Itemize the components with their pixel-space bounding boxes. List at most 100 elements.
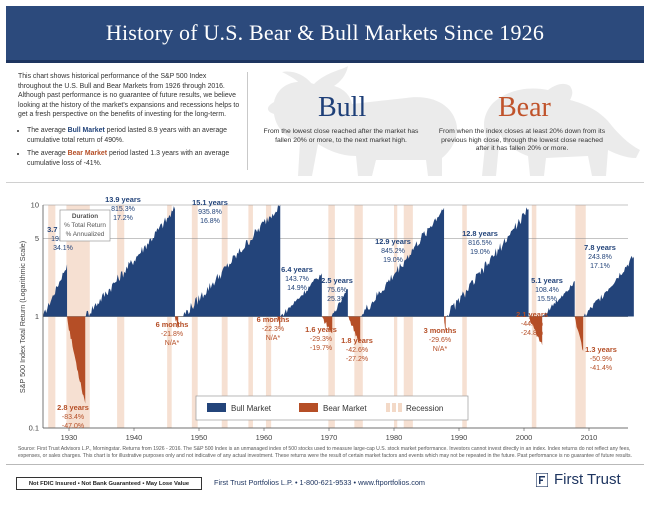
bull-market-area bbox=[445, 207, 529, 317]
bull-total-label: 815.3% bbox=[111, 206, 135, 213]
bear-market-area bbox=[174, 316, 179, 329]
bear-duration-label: 3 months bbox=[424, 326, 457, 335]
bull-annual-label: 19.0% bbox=[383, 257, 403, 264]
bear-stat-term: Bear Market bbox=[67, 150, 108, 158]
bear-total-label: -22.3% bbox=[262, 326, 284, 333]
x-tick-label: 1940 bbox=[126, 433, 143, 442]
bear-total-label: -29.6% bbox=[429, 337, 451, 344]
bear-duration-label: 6 months bbox=[257, 315, 290, 324]
x-tick-label: 2000 bbox=[516, 433, 533, 442]
bull-market-area bbox=[182, 205, 281, 317]
page-title: History of U.S. Bear & Bull Markets Sinc… bbox=[105, 20, 545, 45]
disclaimer-badge: Not FDIC Insured • Not Bank Guaranteed •… bbox=[16, 477, 202, 490]
bear-annual-label: -47.0% bbox=[62, 423, 84, 430]
period-labels: 3.7 years193.3%34.1%13.9 years815.3%17.2… bbox=[47, 195, 617, 430]
bear-market-area bbox=[528, 316, 543, 346]
bull-annual-label: 19.0% bbox=[470, 249, 490, 256]
market-areas bbox=[43, 205, 634, 404]
legend-recession-label: Recession bbox=[406, 404, 443, 413]
bear-stat-prefix: The average bbox=[27, 150, 68, 158]
bear-annual-label: N/A* bbox=[433, 346, 448, 353]
y-tick-label: 10 bbox=[31, 201, 39, 210]
bull-annual-label: 14.9% bbox=[287, 285, 307, 292]
duration-key-title: Duration bbox=[72, 213, 98, 220]
bear-silhouette-icon bbox=[482, 83, 640, 176]
bull-market-area bbox=[360, 207, 445, 317]
duration-key: Duration % Total Return % Annualized bbox=[59, 209, 111, 242]
bear-market-area bbox=[444, 316, 446, 334]
bull-total-label: 816.5% bbox=[468, 240, 492, 247]
legend-box bbox=[195, 395, 469, 421]
bear-stat: The average Bear Market period lasted 1.… bbox=[27, 149, 240, 168]
x-tick-label: 1930 bbox=[61, 433, 78, 442]
bull-annual-label: 25.3% bbox=[327, 296, 347, 303]
x-tick-label: 1970 bbox=[321, 433, 338, 442]
bear-annual-label: -41.4% bbox=[590, 365, 612, 372]
duration-key-box bbox=[59, 209, 111, 242]
bull-duration-label: 7.8 years bbox=[584, 243, 616, 252]
bull-bear-chart: 0.1 1 5 10 1930 1940 1950 1960 1970 1980 1990 2000 2… bbox=[18, 195, 634, 442]
bear-total-label: -50.9% bbox=[590, 356, 612, 363]
axes: 0.1 1 5 10 1930 1940 1950 1960 1970 1980 1990 2000 2… bbox=[29, 201, 628, 442]
bull-annual-label: 15.5% bbox=[537, 296, 557, 303]
bear-total-label: -42.6% bbox=[346, 347, 368, 354]
bull-duration-label: 12.9 years bbox=[375, 237, 411, 246]
bull-market-area bbox=[280, 273, 322, 317]
bear-market-area bbox=[67, 316, 86, 404]
bull-duration-label: 12.8 years bbox=[462, 229, 498, 238]
bull-definition: From the lowest close reached after the … bbox=[263, 128, 419, 144]
bull-stat-term: Bull Market bbox=[67, 126, 105, 134]
y-tick-label: 0.1 bbox=[29, 424, 39, 433]
bear-duration-label: 2.1 years bbox=[516, 310, 548, 319]
bull-market-area bbox=[542, 281, 575, 317]
bull-duration-label: 6.4 years bbox=[281, 265, 313, 274]
x-tick-label: 2010 bbox=[581, 433, 598, 442]
x-tick-label: 1960 bbox=[256, 433, 273, 442]
y-tick-label: 5 bbox=[35, 234, 39, 243]
legend: Bull Market Bear Market Recession bbox=[195, 395, 469, 421]
bear-duration-label: 1.8 years bbox=[341, 336, 373, 345]
bull-market-area bbox=[43, 264, 68, 317]
bear-heading: Bear bbox=[498, 92, 551, 123]
x-tick-label: 1990 bbox=[451, 433, 468, 442]
bear-annual-label: -27.2% bbox=[346, 356, 368, 363]
footer: Not FDIC Insured • Not Bank Guaranteed •… bbox=[6, 464, 644, 500]
legend-recession-swatch bbox=[386, 403, 402, 412]
bull-duration-label: 13.9 years bbox=[105, 195, 141, 204]
bear-market-area bbox=[321, 316, 333, 334]
legend-bear-swatch bbox=[299, 403, 318, 412]
animal-silhouettes bbox=[267, 66, 640, 176]
y-axis-label: S&P 500 Index Total Return (Logarithmic … bbox=[18, 241, 27, 393]
bull-market-area bbox=[84, 206, 175, 317]
section-divider bbox=[6, 182, 644, 183]
bull-total-label: 935.8% bbox=[198, 209, 222, 216]
bull-total-label: 845.2% bbox=[381, 248, 405, 255]
bull-silhouette-icon bbox=[267, 66, 458, 176]
title-banner: History of U.S. Bear & Bull Markets Sinc… bbox=[6, 6, 644, 63]
bull-duration-label: 5.1 years bbox=[531, 276, 563, 285]
legend-bull-swatch bbox=[207, 403, 226, 412]
source-note: Source: First Trust Advisors L.P., Morni… bbox=[18, 446, 632, 459]
intro-panel: This chart shows historical performance … bbox=[18, 72, 240, 172]
bull-market-area bbox=[331, 289, 348, 317]
bull-annual-label: 17.2% bbox=[113, 215, 133, 222]
bear-duration-label: 1.6 years bbox=[305, 325, 337, 334]
bull-total-label: 243.8% bbox=[588, 254, 612, 261]
bear-stat-suffix: period lasted 1.3 years with an average … bbox=[27, 150, 230, 167]
bear-duration-label: 2.8 years bbox=[57, 403, 89, 412]
contact-line: First Trust Portfolios L.P. • 1-800-621-… bbox=[214, 478, 425, 487]
x-tick-label: 1950 bbox=[191, 433, 208, 442]
bear-total-label: -44.7% bbox=[521, 321, 543, 328]
bear-definition: From when the index closes at least 20% … bbox=[438, 128, 606, 153]
bull-duration-label: 15.1 years bbox=[192, 198, 228, 207]
bear-annual-label: N/A* bbox=[165, 340, 180, 347]
bear-total-label: -29.3% bbox=[310, 336, 332, 343]
logo: First Trust bbox=[536, 471, 621, 488]
logo-text: First Trust bbox=[554, 471, 621, 488]
intro-paragraph: This chart shows historical performance … bbox=[18, 73, 240, 119]
bear-duration-label: 6 months bbox=[156, 320, 189, 329]
first-trust-logo-icon bbox=[536, 472, 548, 487]
bull-annual-label: 16.8% bbox=[200, 218, 220, 225]
bull-total-label: 143.7% bbox=[285, 276, 309, 283]
